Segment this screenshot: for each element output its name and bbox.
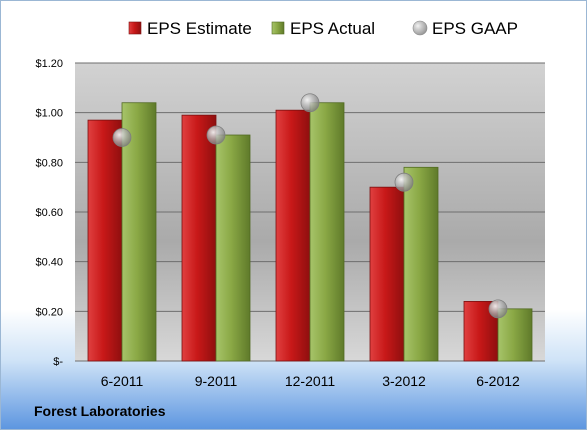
y-axis-labels: $- $0.20 $0.40 $0.60 $0.80 $1.00 $1.20 xyxy=(35,58,63,368)
y-tick-label: $0.60 xyxy=(35,207,63,219)
bar-eps-estimate xyxy=(181,114,217,362)
company-label: Forest Laboratories xyxy=(34,403,166,419)
y-tick-label: $1.20 xyxy=(35,58,63,70)
legend-swatch xyxy=(271,21,285,35)
marker-eps-gaap xyxy=(394,172,414,192)
marker-eps-gaap xyxy=(488,299,508,319)
x-tick-label: 3-2012 xyxy=(382,373,426,389)
marker-eps-gaap xyxy=(112,128,132,147)
marker-eps-gaap xyxy=(206,125,226,145)
y-tick-label: $- xyxy=(53,356,63,368)
y-tick-label: $1.00 xyxy=(35,108,63,120)
x-tick-label: 6-2012 xyxy=(476,373,520,389)
bar-eps-actual xyxy=(215,134,251,362)
x-tick-label: 6-2011 xyxy=(101,373,144,389)
legend: EPS Estimate EPS Actual EPS GAAP xyxy=(128,19,518,38)
legend-label: EPS Actual xyxy=(290,19,375,38)
x-tick-label: 12-2011 xyxy=(285,373,336,389)
bar-eps-estimate xyxy=(275,109,311,362)
x-tick-label: 9-2011 xyxy=(195,373,238,389)
y-tick-label: $0.20 xyxy=(35,306,63,318)
y-tick-label: $0.40 xyxy=(35,257,63,269)
bar-eps-estimate xyxy=(369,186,405,362)
legend-label: EPS GAAP xyxy=(432,19,518,38)
gaap-markers xyxy=(112,93,508,319)
bar-eps-actual xyxy=(121,102,157,362)
x-axis-labels: 6-2011 9-2011 12-2011 3-2012 6-2012 xyxy=(101,373,520,389)
bar-eps-actual xyxy=(403,166,439,362)
bar-eps-actual xyxy=(309,102,345,362)
marker-eps-gaap xyxy=(300,93,320,113)
legend-label: EPS Estimate xyxy=(147,19,252,38)
legend-swatch xyxy=(128,21,142,35)
bar-eps-actual xyxy=(497,308,533,362)
legend-swatch xyxy=(412,20,428,36)
bar-eps-estimate xyxy=(87,119,123,362)
y-tick-label: $0.80 xyxy=(35,157,63,169)
bars xyxy=(87,102,533,362)
